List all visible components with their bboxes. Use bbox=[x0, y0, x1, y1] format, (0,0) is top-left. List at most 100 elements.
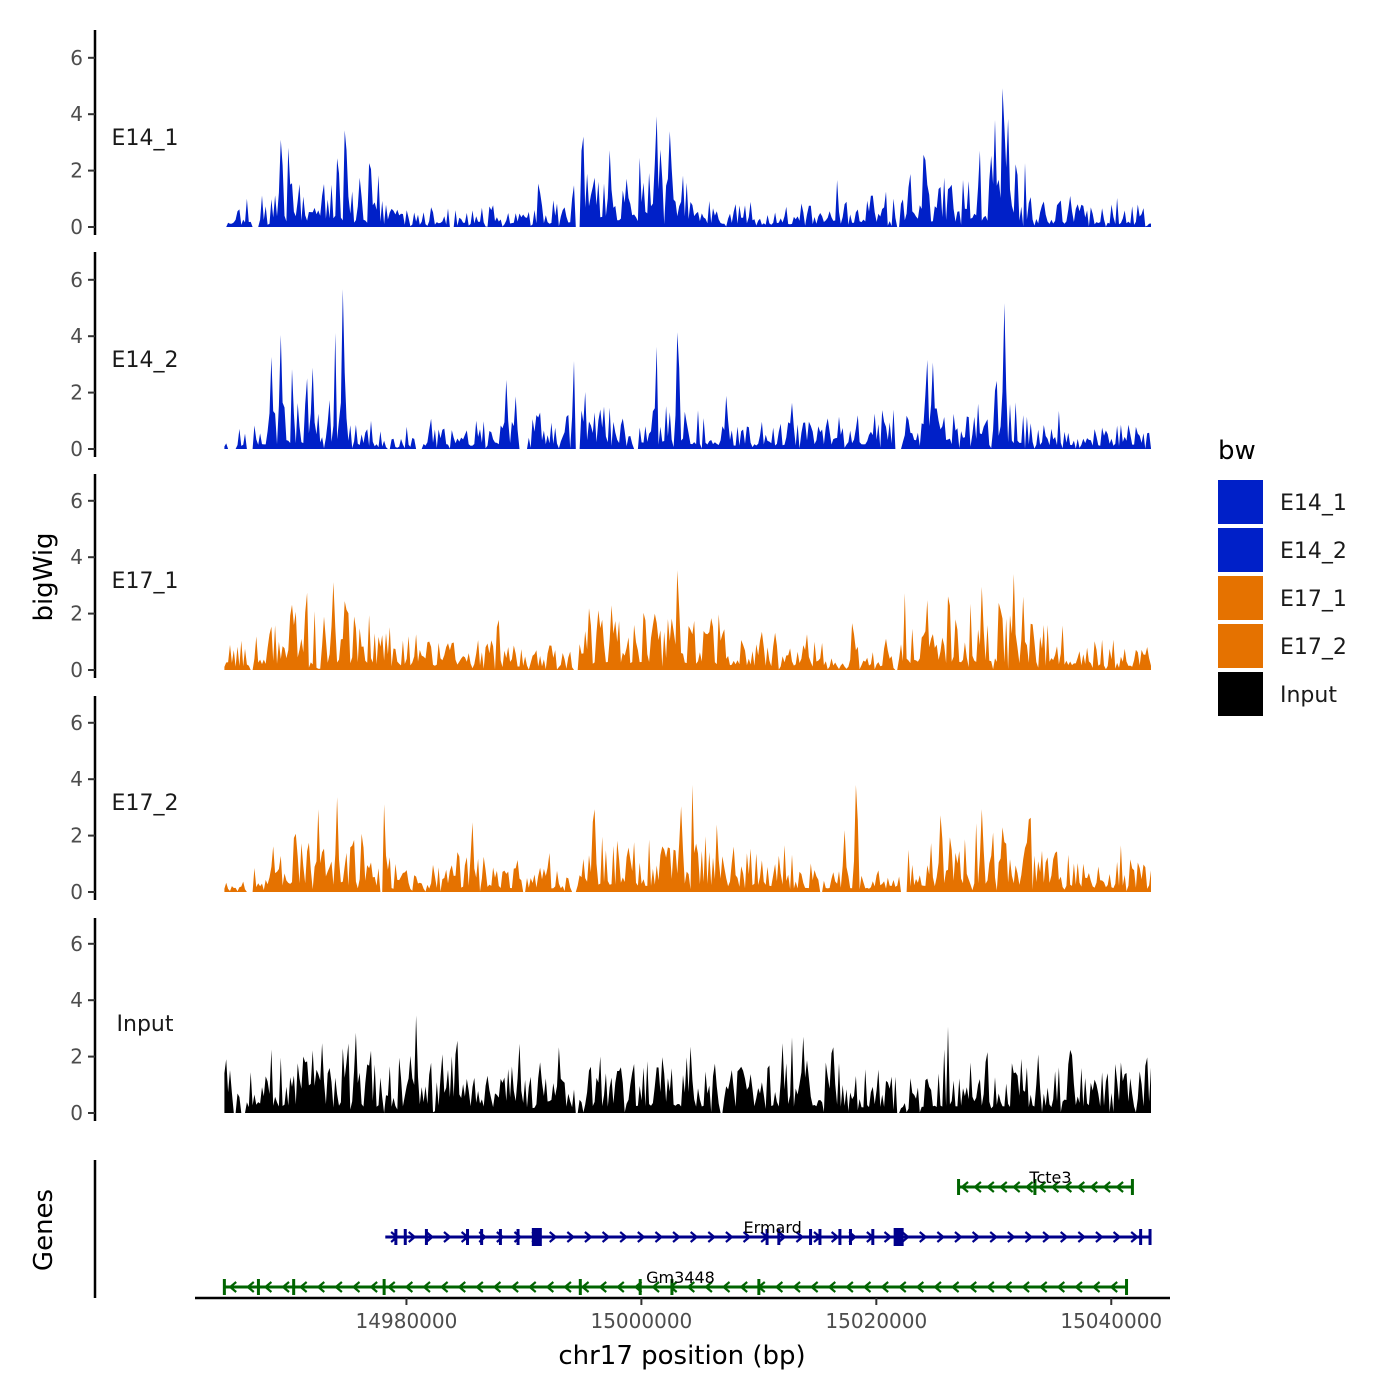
strand-arrow bbox=[809, 1281, 819, 1293]
track-label: E14_2 bbox=[112, 348, 179, 373]
strand-arrow bbox=[1059, 1231, 1069, 1243]
strand-arrow bbox=[1089, 1181, 1098, 1193]
exon bbox=[222, 1279, 226, 1295]
strand-arrow bbox=[986, 1281, 995, 1293]
y-axis-title: bigWig bbox=[29, 532, 59, 621]
track-e17-1: 0 2 4 6 E17_1 bbox=[70, 474, 1151, 682]
y-tick-label: 4 bbox=[70, 988, 83, 1012]
exon bbox=[871, 1229, 875, 1245]
exon bbox=[848, 1229, 852, 1245]
strand-arrow bbox=[439, 1281, 449, 1293]
exon-large bbox=[893, 1228, 904, 1246]
exon bbox=[578, 1279, 582, 1295]
legend-label: E14_2 bbox=[1280, 539, 1347, 564]
strand-arrow bbox=[950, 1281, 960, 1293]
legend-swatch bbox=[1218, 480, 1263, 524]
y-tick-label: 4 bbox=[70, 324, 83, 348]
strand-arrow bbox=[1063, 1181, 1073, 1193]
exon bbox=[757, 1279, 761, 1295]
strand-arrow bbox=[778, 1231, 787, 1243]
strand-arrow bbox=[545, 1281, 555, 1293]
exon bbox=[809, 1229, 813, 1245]
strand-arrow bbox=[725, 1231, 734, 1243]
y-tick-label: 6 bbox=[70, 489, 83, 513]
strand-arrow bbox=[1102, 1181, 1111, 1193]
strand-arrow bbox=[496, 1231, 505, 1243]
strand-arrow bbox=[1037, 1181, 1047, 1193]
strand-arrow bbox=[1115, 1181, 1124, 1193]
strand-arrow bbox=[1024, 1181, 1034, 1193]
strand-arrow bbox=[1007, 1231, 1016, 1243]
gene-gm3448: Gm3448 bbox=[222, 1268, 1129, 1295]
strand-arrow bbox=[563, 1281, 572, 1293]
y-tick-label: 0 bbox=[70, 1101, 83, 1125]
exon bbox=[1148, 1229, 1152, 1245]
coverage-area bbox=[224, 289, 1151, 449]
y-tick-label: 6 bbox=[70, 268, 83, 292]
strand-arrow bbox=[351, 1281, 361, 1293]
exon bbox=[1130, 1179, 1134, 1195]
strand-arrow bbox=[915, 1281, 925, 1293]
strand-arrow bbox=[1112, 1231, 1122, 1243]
coverage-area bbox=[224, 784, 1151, 892]
strand-arrow bbox=[933, 1281, 942, 1293]
exon bbox=[394, 1229, 398, 1245]
y-tick-label: 2 bbox=[70, 824, 83, 848]
strand-arrow bbox=[637, 1231, 646, 1243]
exon bbox=[765, 1229, 769, 1245]
strand-arrow bbox=[862, 1281, 872, 1293]
exon bbox=[638, 1279, 642, 1295]
strand-arrow bbox=[246, 1281, 255, 1293]
genes-axis-title: Genes bbox=[29, 1189, 59, 1271]
strand-arrow bbox=[774, 1281, 784, 1293]
strand-arrow bbox=[1095, 1231, 1104, 1243]
strand-arrow bbox=[443, 1231, 452, 1243]
strand-arrow bbox=[369, 1281, 378, 1293]
gene-tcte3: Tcte3 bbox=[957, 1168, 1134, 1195]
y-tick-label: 0 bbox=[70, 437, 83, 461]
coverage-tracks: 0 2 4 6 E14_1 0 2 4 6 E14_2 0 2 4 6 E17_1 0 2 4 6 E17_2 0 2 4 6… bbox=[70, 30, 1151, 1125]
strand-arrow bbox=[1130, 1231, 1139, 1243]
legend-label: E14_1 bbox=[1280, 491, 1347, 516]
exon bbox=[1139, 1229, 1143, 1245]
track-label: E14_1 bbox=[112, 126, 179, 151]
strand-arrow bbox=[228, 1281, 237, 1293]
strand-arrow bbox=[651, 1281, 660, 1293]
strand-arrow bbox=[898, 1281, 907, 1293]
exon-large bbox=[531, 1228, 542, 1246]
track-e14-1: 0 2 4 6 E14_1 bbox=[70, 30, 1151, 239]
x-tick-label: 15040000 bbox=[1060, 1309, 1162, 1333]
strand-arrow bbox=[704, 1281, 713, 1293]
strand-arrow bbox=[584, 1231, 593, 1243]
exon bbox=[480, 1229, 484, 1245]
track-e14-2: 0 2 4 6 E14_2 bbox=[70, 252, 1151, 461]
strand-arrow bbox=[968, 1281, 977, 1293]
strand-arrow bbox=[880, 1281, 889, 1293]
strand-arrow bbox=[672, 1231, 681, 1243]
strand-arrow bbox=[999, 1181, 1008, 1193]
strand-arrow bbox=[334, 1281, 343, 1293]
strand-arrow bbox=[1003, 1281, 1013, 1293]
legend-swatch bbox=[1218, 624, 1263, 668]
strand-arrow bbox=[1076, 1181, 1086, 1193]
exon bbox=[670, 1279, 674, 1295]
y-tick-label: 6 bbox=[70, 46, 83, 70]
exon bbox=[838, 1229, 842, 1245]
gene-label: Gm3448 bbox=[646, 1268, 715, 1287]
strand-arrow bbox=[1042, 1231, 1051, 1243]
strand-arrow bbox=[986, 1181, 995, 1193]
strand-arrow bbox=[830, 1231, 840, 1243]
strand-arrow bbox=[845, 1281, 854, 1293]
exon bbox=[498, 1229, 502, 1245]
strand-arrow bbox=[1021, 1281, 1030, 1293]
track-label: Input bbox=[117, 1012, 174, 1037]
strand-arrow bbox=[457, 1281, 466, 1293]
strand-arrow bbox=[960, 1181, 969, 1193]
strand-arrow bbox=[263, 1281, 273, 1293]
y-tick-label: 2 bbox=[70, 602, 83, 626]
exon bbox=[403, 1229, 407, 1245]
gene-track: Tcte3 Ermard Gm3448 bbox=[93, 1160, 1152, 1298]
legend-label: E17_2 bbox=[1280, 635, 1347, 660]
strand-arrow bbox=[1074, 1281, 1083, 1293]
track-e17-2: 0 2 4 6 E17_2 bbox=[70, 696, 1151, 904]
